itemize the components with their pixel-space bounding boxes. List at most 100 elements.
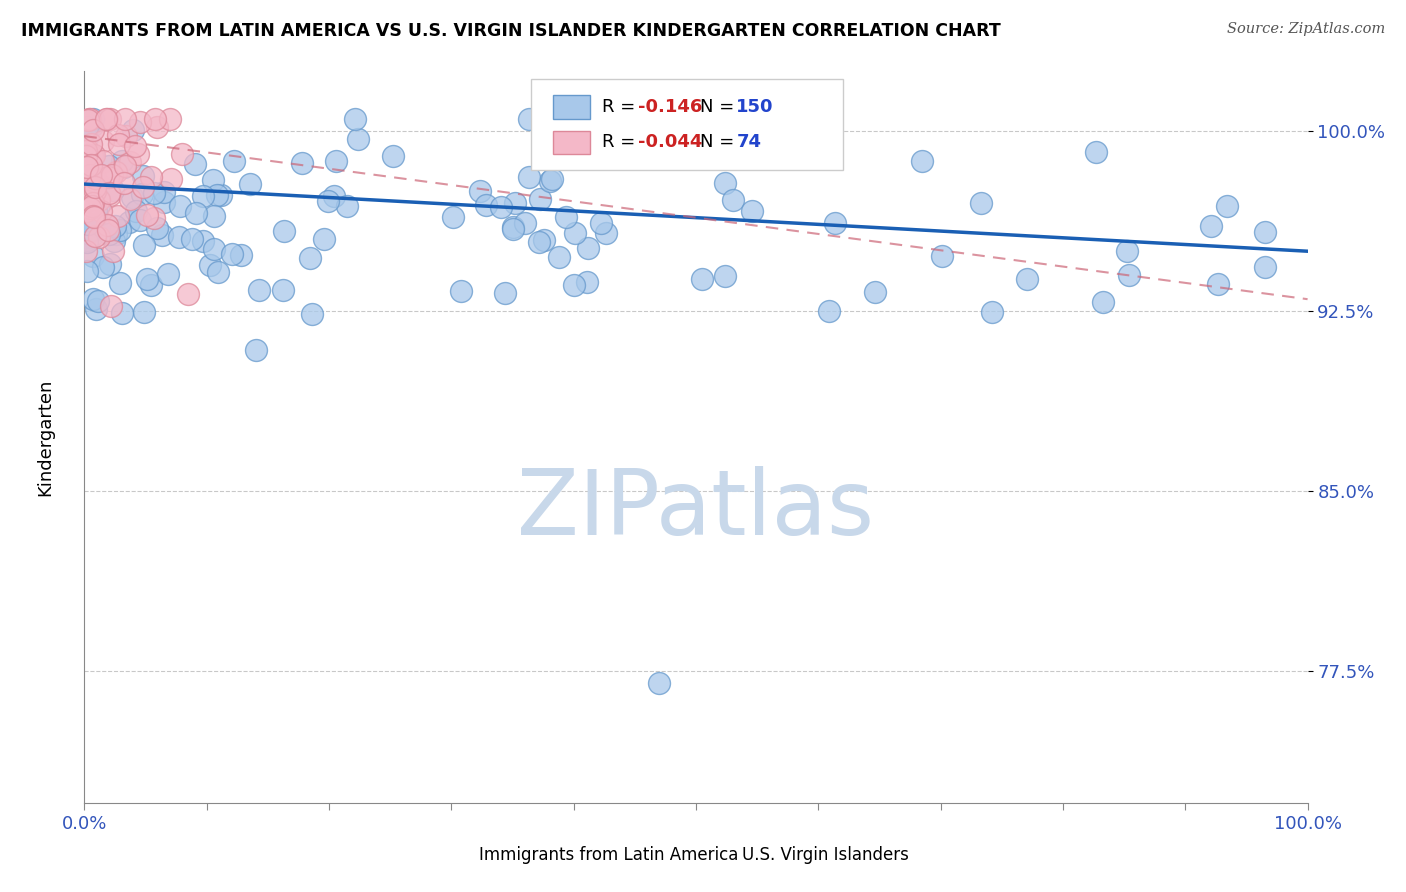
Point [141, 277, 163, 292]
Point [648, 676, 671, 690]
Point [77, 159, 100, 173]
Point [247, 283, 270, 297]
Point [97, 223, 120, 237]
Point [80, 158, 103, 172]
Point [160, 172, 183, 186]
Point [118, 215, 141, 229]
Point [82, 149, 104, 163]
Point [519, 112, 541, 127]
Point [273, 283, 295, 297]
Point [169, 230, 191, 244]
Point [103, 234, 125, 248]
Point [1215, 199, 1237, 213]
Point [107, 128, 129, 142]
Point [527, 235, 550, 249]
Point [86, 176, 108, 190]
Point [142, 211, 165, 225]
Point [111, 153, 134, 168]
Point [316, 194, 339, 208]
Point [100, 299, 122, 313]
Point [114, 128, 136, 143]
Point [193, 189, 215, 203]
Point [1254, 260, 1277, 274]
Text: N =: N = [700, 98, 734, 116]
Point [450, 284, 472, 298]
Point [132, 169, 155, 184]
Point [153, 194, 176, 209]
Point [82, 195, 104, 210]
Point [98, 186, 121, 201]
Point [98, 112, 121, 127]
Text: ZIPatlas: ZIPatlas [517, 467, 875, 554]
Point [75, 149, 97, 163]
Point [79, 168, 101, 182]
Point [90, 168, 112, 182]
Point [134, 305, 156, 319]
Point [347, 132, 370, 146]
Point [76, 183, 98, 197]
Point [172, 147, 194, 161]
Point [136, 209, 159, 223]
Point [83, 180, 105, 194]
Point [221, 247, 243, 261]
Point [441, 211, 464, 225]
Point [605, 137, 627, 152]
Point [177, 287, 200, 301]
Point [80, 120, 103, 134]
Point [91, 153, 114, 168]
Point [519, 169, 541, 184]
Point [721, 193, 744, 207]
Point [98, 169, 121, 184]
Point [107, 136, 129, 151]
Point [84, 203, 107, 218]
Point [124, 139, 146, 153]
Point [79, 146, 101, 161]
Point [494, 285, 516, 300]
Text: 150: 150 [737, 98, 773, 116]
Point [89, 192, 111, 206]
Text: R =: R = [602, 133, 636, 152]
Point [231, 247, 253, 261]
Point [1118, 268, 1140, 282]
Point [83, 148, 105, 162]
Point [981, 304, 1004, 318]
Point [76, 209, 98, 223]
Point [184, 156, 207, 170]
Text: Immigrants from Latin America: Immigrants from Latin America [479, 846, 738, 863]
Point [82, 123, 104, 137]
Point [135, 272, 157, 286]
Point [1017, 272, 1039, 286]
Point [741, 204, 763, 219]
Point [76, 148, 98, 162]
Point [125, 203, 148, 218]
Point [824, 216, 846, 230]
Text: N =: N = [700, 133, 734, 152]
Point [273, 224, 295, 238]
Point [121, 122, 143, 136]
Point [595, 226, 617, 240]
Point [576, 275, 599, 289]
Bar [553, 95, 589, 119]
Point [84, 166, 107, 180]
Point [1254, 225, 1277, 239]
Point [619, 116, 641, 130]
Point [77, 191, 100, 205]
Point [538, 174, 561, 188]
Point [96, 218, 118, 232]
Point [76, 191, 98, 205]
Point [180, 232, 202, 246]
Text: U.S. Virgin Islanders: U.S. Virgin Islanders [742, 846, 910, 863]
Point [118, 192, 141, 206]
FancyBboxPatch shape [531, 78, 842, 170]
Point [129, 115, 152, 129]
Point [87, 229, 110, 244]
Point [77, 217, 100, 231]
Point [76, 235, 98, 250]
Point [312, 232, 335, 246]
Point [75, 244, 97, 259]
Point [98, 159, 121, 173]
Point [211, 188, 233, 202]
Point [1092, 295, 1115, 310]
Point [863, 285, 886, 299]
Point [111, 306, 134, 320]
